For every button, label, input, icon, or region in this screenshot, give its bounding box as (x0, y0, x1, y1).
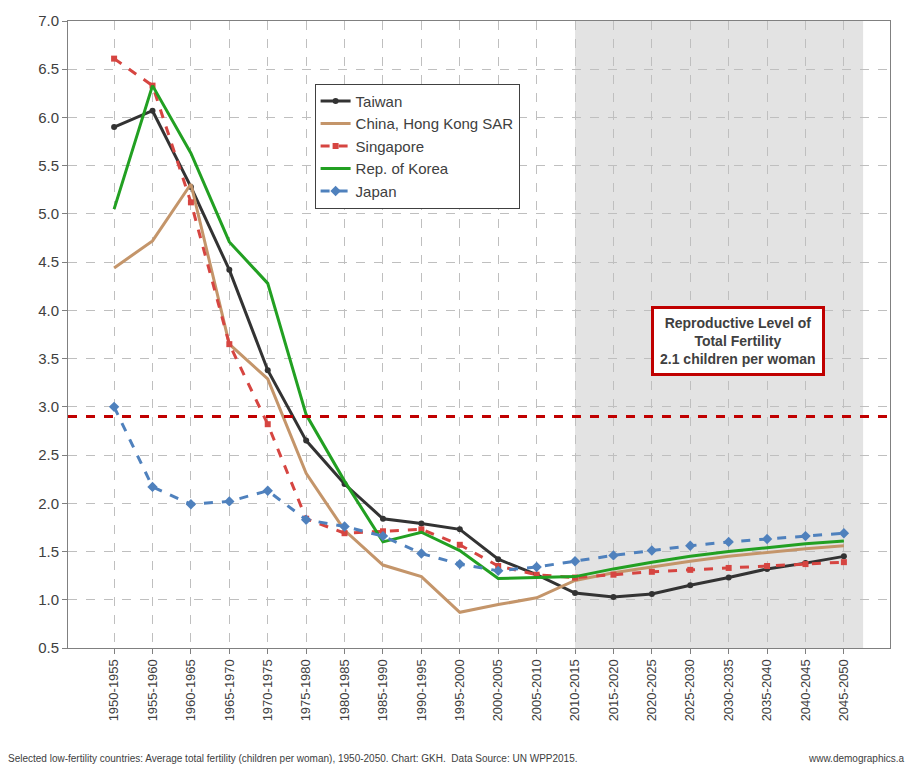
svg-text:1990-1995: 1990-1995 (414, 659, 429, 721)
svg-text:0.5: 0.5 (38, 639, 59, 656)
svg-text:1965-1970: 1965-1970 (222, 659, 237, 721)
svg-text:5.0: 5.0 (38, 205, 59, 222)
svg-text:2010-2015: 2010-2015 (567, 659, 582, 721)
svg-text:2.0: 2.0 (38, 495, 59, 512)
svg-text:2020-2025: 2020-2025 (644, 659, 659, 721)
svg-text:China, Hong Kong SAR: China, Hong Kong SAR (356, 115, 514, 132)
svg-text:Reproductive Level ofTotal Fer: Reproductive Level ofTotal Fertility2.1 … (660, 315, 816, 367)
svg-text:4.0: 4.0 (38, 302, 59, 319)
svg-text:1960-1965: 1960-1965 (183, 659, 198, 721)
svg-text:1980-1985: 1980-1985 (337, 659, 352, 721)
svg-text:7.0: 7.0 (38, 12, 59, 29)
svg-text:6.0: 6.0 (38, 109, 59, 126)
svg-text:2005-2010: 2005-2010 (529, 659, 544, 721)
svg-text:2040-2045: 2040-2045 (798, 659, 813, 721)
svg-text:2000-2005: 2000-2005 (490, 659, 505, 721)
svg-text:2030-2035: 2030-2035 (721, 659, 736, 721)
svg-text:Japan: Japan (356, 183, 397, 200)
svg-text:2.5: 2.5 (38, 446, 59, 463)
svg-text:1.5: 1.5 (38, 543, 59, 560)
svg-text:3.0: 3.0 (38, 398, 59, 415)
svg-text:Rep. of Korea: Rep. of Korea (356, 160, 449, 177)
svg-text:2015-2020: 2015-2020 (606, 659, 621, 721)
svg-text:4.5: 4.5 (38, 253, 59, 270)
svg-text:1970-1975: 1970-1975 (260, 659, 275, 721)
svg-text:5.5: 5.5 (38, 157, 59, 174)
svg-text:1985-1990: 1985-1990 (375, 659, 390, 721)
svg-text:3.5: 3.5 (38, 350, 59, 367)
svg-text:Taiwan: Taiwan (356, 93, 403, 110)
svg-text:Selected low-fertility countri: Selected low-fertility countries: Averag… (8, 753, 578, 764)
svg-text:www.demographics.a: www.demographics.a (808, 753, 904, 764)
svg-text:1995-2000: 1995-2000 (452, 659, 467, 721)
svg-text:1950-1955: 1950-1955 (106, 659, 121, 721)
svg-text:1975-1980: 1975-1980 (298, 659, 313, 721)
svg-text:2035-2040: 2035-2040 (759, 659, 774, 721)
svg-text:2045-2050: 2045-2050 (836, 659, 851, 721)
svg-text:1955-1960: 1955-1960 (145, 659, 160, 721)
svg-text:6.5: 6.5 (38, 60, 59, 77)
svg-text:1.0: 1.0 (38, 591, 59, 608)
svg-text:2025-2030: 2025-2030 (682, 659, 697, 721)
svg-text:Singapore: Singapore (356, 138, 424, 155)
